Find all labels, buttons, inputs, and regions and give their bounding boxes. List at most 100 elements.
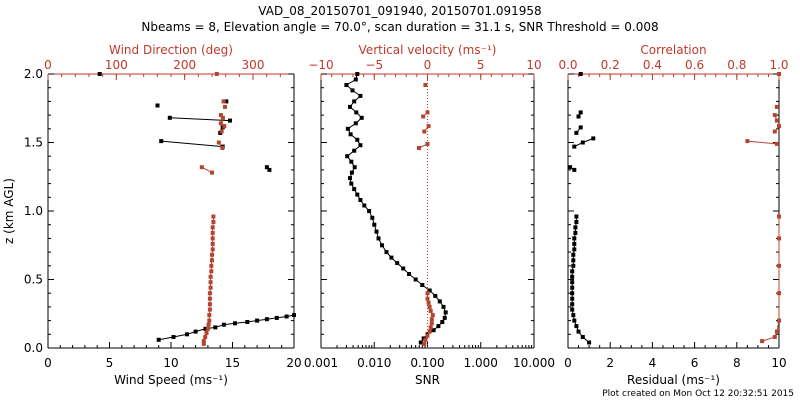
- data-point: [185, 332, 189, 337]
- x-tick-label: 20: [286, 356, 301, 370]
- data-point: [433, 293, 438, 298]
- data-point: [572, 241, 577, 246]
- data-point: [428, 325, 433, 330]
- top-tick-label: 0.0: [558, 58, 577, 72]
- data-point: [407, 272, 411, 276]
- x-tick-label: 6: [691, 356, 699, 370]
- data-point: [777, 214, 781, 219]
- series-residual: [568, 72, 596, 345]
- data-point: [358, 93, 363, 98]
- figure-title-line2: Nbeams = 8, Elevation angle = 70.0°, sca…: [141, 20, 658, 34]
- data-point: [421, 114, 426, 119]
- series-line: [161, 140, 223, 148]
- data-point: [570, 280, 575, 285]
- top-tick-label: 300: [242, 58, 265, 72]
- series-line: [747, 140, 777, 145]
- data-point: [209, 263, 214, 268]
- data-point: [772, 113, 777, 118]
- x-tick-label: 0.001: [304, 356, 338, 370]
- data-point: [578, 72, 583, 76]
- data-point: [210, 247, 215, 252]
- data-point: [745, 139, 750, 144]
- data-point: [437, 299, 442, 304]
- top-tick-label: 0.4: [643, 58, 662, 72]
- data-point: [199, 165, 204, 170]
- data-point: [425, 110, 430, 115]
- data-point: [574, 220, 579, 224]
- data-point: [210, 241, 215, 246]
- data-point: [171, 335, 176, 339]
- data-point: [264, 317, 269, 322]
- top-axis-label: Wind Direction (deg): [109, 43, 233, 57]
- series-snr: [344, 72, 448, 345]
- data-point: [218, 121, 223, 126]
- data-point: [221, 99, 226, 104]
- panel-residual: 0 2 4 6 8 10 Residual (ms⁻¹) 0.0 0.2 0.4 0.6 0.8 1.0…: [558, 43, 788, 387]
- data-point: [193, 329, 198, 334]
- data-point: [220, 146, 225, 150]
- top-axis-label: Correlation: [640, 43, 706, 57]
- data-point: [349, 170, 354, 175]
- data-point: [372, 222, 377, 227]
- data-point: [774, 141, 779, 146]
- data-point: [155, 103, 160, 108]
- y-tick-label: 1.0: [24, 204, 43, 218]
- y-tick-label: 0.5: [24, 273, 43, 287]
- data-point: [204, 330, 209, 335]
- x-tick-label: 5: [106, 356, 114, 370]
- top-tick-label: 10: [526, 58, 541, 72]
- data-point: [156, 337, 161, 342]
- panel-wind: 0.0 0.5 1.0 1.5 2.0 z (km AGL) 0 5 10 15 20 Wind Sp…: [2, 43, 302, 387]
- data-point: [430, 313, 435, 318]
- y-tick-label: 2.0: [24, 67, 43, 81]
- data-point: [245, 320, 250, 324]
- data-point: [207, 291, 212, 296]
- data-point: [440, 320, 445, 324]
- data-point: [207, 313, 212, 318]
- x-tick-label: 0.100: [410, 356, 444, 370]
- data-point: [207, 296, 212, 301]
- x-tick-label: 0: [564, 356, 572, 370]
- data-point: [210, 170, 214, 175]
- data-point: [401, 266, 406, 271]
- data-point: [355, 137, 360, 142]
- plot-created-footer: Plot created on Mon Oct 12 20:32:51 2015: [602, 389, 794, 399]
- x-axis-label: Wind Speed (ms⁻¹): [114, 373, 228, 387]
- top-tick-label: 0: [44, 58, 52, 72]
- x-tick-label: 2: [606, 356, 614, 370]
- data-point: [362, 203, 367, 208]
- data-point: [349, 181, 354, 186]
- data-point: [389, 255, 394, 260]
- data-point: [210, 225, 215, 230]
- data-point: [374, 229, 379, 234]
- series-line: [761, 216, 780, 342]
- data-point: [207, 318, 212, 323]
- data-point: [578, 125, 583, 130]
- series-correlation: [745, 72, 781, 344]
- data-point: [384, 250, 389, 255]
- data-point: [572, 167, 577, 172]
- x-tick-label: 10.000: [513, 356, 555, 370]
- data-point: [353, 77, 358, 82]
- data-point: [774, 118, 779, 123]
- data-point: [576, 114, 581, 119]
- data-point: [777, 263, 781, 268]
- series-wind-direction: [199, 72, 227, 346]
- x-tick-label: 1.000: [464, 356, 498, 370]
- data-point: [436, 324, 441, 329]
- data-point: [580, 140, 585, 145]
- series-line: [571, 216, 590, 343]
- y-tick-label: 0.0: [24, 341, 43, 355]
- data-point: [425, 141, 430, 146]
- x-tick-label: 0: [44, 356, 52, 370]
- data-point: [353, 121, 358, 126]
- data-point: [423, 83, 428, 87]
- data-point: [292, 313, 296, 318]
- x-tick-label: 8: [733, 356, 741, 370]
- data-point: [255, 318, 260, 323]
- data-point: [417, 146, 421, 150]
- series-line: [345, 73, 447, 343]
- series-line: [169, 117, 231, 122]
- data-point: [218, 113, 223, 118]
- data-point: [426, 124, 431, 129]
